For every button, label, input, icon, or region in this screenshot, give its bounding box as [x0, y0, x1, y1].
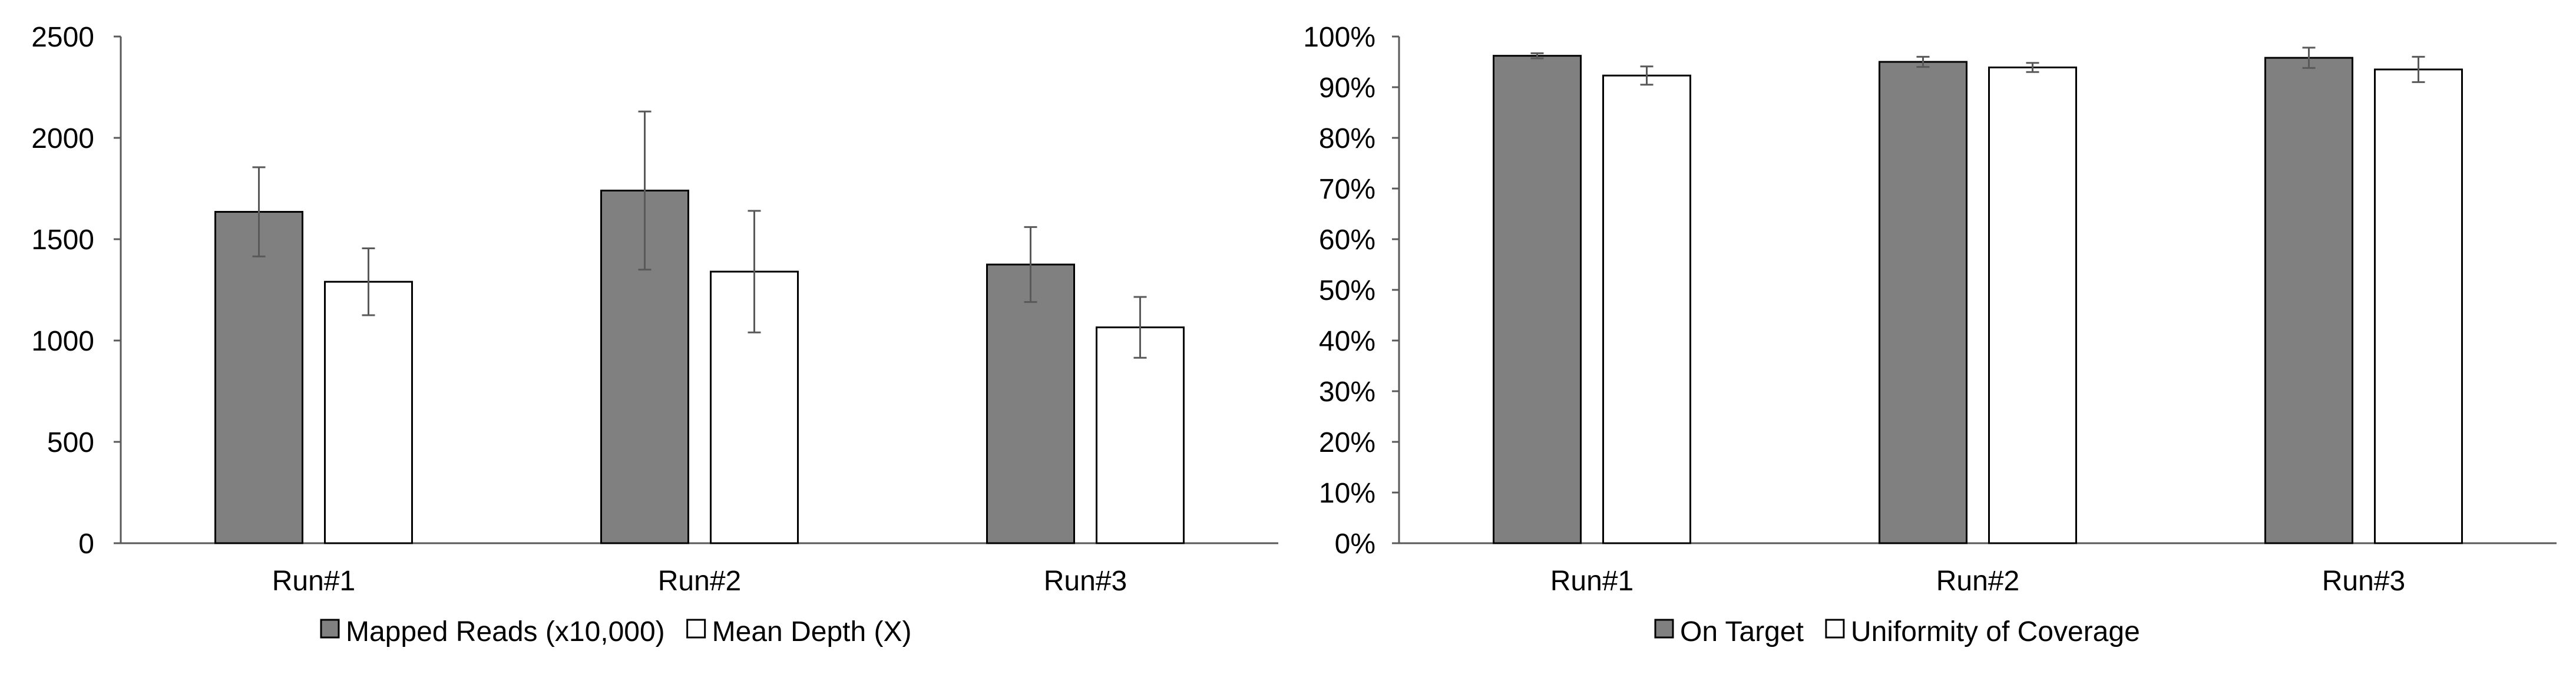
x-tick-label: Run#3: [1044, 566, 1127, 597]
bar-series-1: [2264, 57, 2353, 544]
y-tick-label: 50%: [1319, 275, 1375, 306]
bar-series-2: [1096, 326, 1185, 544]
x-tick-label: Run#2: [1936, 566, 2019, 597]
y-tick-label: 2500: [31, 22, 94, 53]
bar-series-1: [1879, 61, 1967, 544]
y-tick-label: 40%: [1319, 326, 1375, 357]
bar-series-2: [324, 280, 413, 544]
bar-series-1: [214, 211, 303, 544]
y-tick-label: 90%: [1319, 72, 1375, 104]
legend-swatch: [686, 619, 706, 639]
bar-series-1: [1493, 55, 1582, 544]
y-tick-label: 500: [47, 427, 94, 458]
y-tick-label: 20%: [1319, 427, 1375, 458]
y-tick-label: 0%: [1335, 528, 1375, 560]
y-tick-label: 0: [78, 528, 94, 560]
y-tick-label: 70%: [1319, 174, 1375, 205]
mapped-reads-depth-chart: 0 500 1000 1500 2000 2500 Run#1 Run#2 Run#3 Mappe…: [31, 22, 1278, 647]
y-tick-label: 80%: [1319, 123, 1375, 154]
bar-series-2: [2374, 68, 2463, 544]
y-tick-label: 1500: [31, 224, 94, 256]
bar-series-1: [986, 263, 1075, 544]
y-tick-label: 10%: [1319, 478, 1375, 509]
y-tick-label: 100%: [1303, 22, 1375, 53]
legend-swatch: [1825, 619, 1845, 639]
bar-series-2: [1602, 74, 1691, 544]
legend-label: Mean Depth (X): [712, 616, 912, 647]
y-tick-label: 60%: [1319, 224, 1375, 256]
x-tick-label: Run#1: [272, 566, 355, 597]
y-tick-label: 1000: [31, 326, 94, 357]
y-tick-label: 30%: [1319, 376, 1375, 408]
legend-label: Mapped Reads (x10,000): [346, 616, 665, 647]
on-target-uniformity-chart: 0% 10% 20% 30% 40% 50% 60% 70% 80% 90% 100% Run#1 Ru…: [1303, 22, 2557, 647]
x-tick-label: Run#2: [658, 566, 741, 597]
bar-series-2: [1988, 66, 2077, 544]
y-tick-label: 2000: [31, 123, 94, 154]
legend-label: Uniformity of Coverage: [1851, 616, 2140, 647]
x-tick-label: Run#3: [2322, 566, 2405, 597]
legend-swatch: [1654, 619, 1674, 639]
x-tick-label: Run#1: [1550, 566, 1633, 597]
legend-label: On Target: [1680, 616, 1804, 647]
legend-swatch: [320, 619, 340, 639]
